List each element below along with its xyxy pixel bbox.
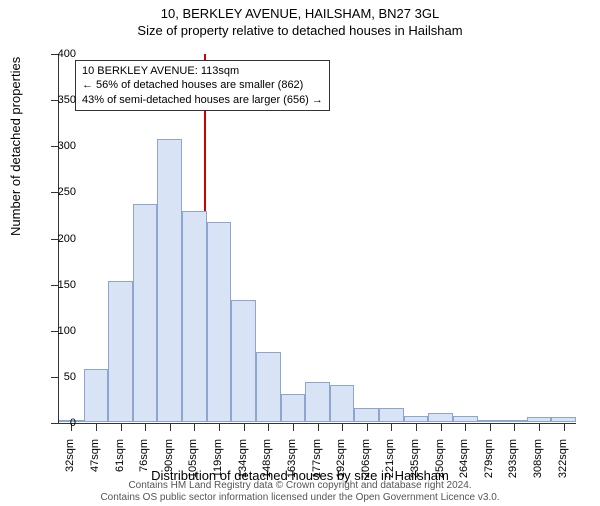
- x-tick: [219, 423, 220, 431]
- x-tick: [367, 423, 368, 431]
- x-tick-label: 279sqm: [483, 439, 495, 489]
- histogram-bar: [133, 204, 158, 422]
- histogram-bar: [157, 139, 182, 422]
- y-axis-label: Number of detached properties: [8, 57, 23, 236]
- x-tick-label: 76sqm: [138, 439, 150, 489]
- y-tick-label: 150: [46, 279, 76, 291]
- x-tick-label: 134sqm: [237, 439, 249, 489]
- histogram-bar: [207, 222, 232, 422]
- y-tick-label: 400: [46, 48, 76, 60]
- x-tick: [490, 423, 491, 431]
- x-tick-label: 192sqm: [335, 439, 347, 489]
- x-tick: [194, 423, 195, 431]
- y-tick-label: 300: [46, 140, 76, 152]
- y-tick-label: 200: [46, 233, 76, 245]
- x-tick: [170, 423, 171, 431]
- y-tick-label: 50: [46, 371, 76, 383]
- histogram-bar: [354, 408, 379, 422]
- x-tick-label: 206sqm: [360, 439, 372, 489]
- x-tick: [539, 423, 540, 431]
- x-tick-label: 235sqm: [409, 439, 421, 489]
- info-box-line: 43% of semi-detached houses are larger (…: [82, 93, 323, 107]
- histogram-bar: [478, 420, 503, 422]
- x-tick-label: 32sqm: [64, 439, 76, 489]
- x-tick: [145, 423, 146, 431]
- info-box: 10 BERKLEY AVENUE: 113sqm← 56% of detach…: [75, 60, 330, 111]
- histogram-bar: [108, 281, 133, 422]
- histogram-bar: [551, 417, 576, 422]
- x-tick-label: 177sqm: [311, 439, 323, 489]
- x-tick: [416, 423, 417, 431]
- histogram-bar: [305, 382, 330, 422]
- histogram-bar: [330, 385, 355, 422]
- histogram-bar: [231, 300, 256, 422]
- x-tick: [244, 423, 245, 431]
- x-tick: [342, 423, 343, 431]
- histogram-bar: [182, 211, 207, 422]
- x-tick: [514, 423, 515, 431]
- info-box-line: ← 56% of detached houses are smaller (86…: [82, 78, 323, 92]
- x-tick: [318, 423, 319, 431]
- x-tick: [441, 423, 442, 431]
- histogram-bar: [527, 417, 552, 422]
- histogram-bar: [379, 408, 404, 422]
- title-sub: Size of property relative to detached ho…: [0, 23, 600, 38]
- x-tick: [121, 423, 122, 431]
- info-box-line: 10 BERKLEY AVENUE: 113sqm: [82, 64, 323, 78]
- x-tick: [268, 423, 269, 431]
- footer-line-2: Contains OS public sector information li…: [0, 492, 600, 504]
- y-tick-label: 100: [46, 325, 76, 337]
- x-tick-label: 264sqm: [458, 439, 470, 489]
- x-tick: [564, 423, 565, 431]
- y-tick-label: 350: [46, 94, 76, 106]
- histogram-bar: [502, 420, 527, 422]
- x-tick-label: 90sqm: [163, 439, 175, 489]
- x-tick-label: 47sqm: [89, 439, 101, 489]
- x-tick-label: 61sqm: [114, 439, 126, 489]
- histogram-bar: [256, 352, 281, 422]
- histogram-bar: [281, 394, 306, 422]
- x-tick: [96, 423, 97, 431]
- histogram-bar: [404, 416, 429, 422]
- chart-area: 10 BERKLEY AVENUE: 113sqm← 56% of detach…: [58, 54, 576, 424]
- histogram-bar: [84, 369, 109, 422]
- x-tick-label: 322sqm: [557, 439, 569, 489]
- plot-region: 10 BERKLEY AVENUE: 113sqm← 56% of detach…: [58, 54, 576, 424]
- x-tick-label: 119sqm: [212, 439, 224, 489]
- y-tick-label: 0: [46, 417, 76, 429]
- x-tick: [391, 423, 392, 431]
- x-tick-label: 148sqm: [261, 439, 273, 489]
- title-main: 10, BERKLEY AVENUE, HAILSHAM, BN27 3GL: [0, 6, 600, 21]
- x-tick-label: 163sqm: [286, 439, 298, 489]
- x-tick-label: 105sqm: [187, 439, 199, 489]
- x-tick-label: 250sqm: [434, 439, 446, 489]
- histogram-bar: [453, 416, 478, 422]
- x-tick: [293, 423, 294, 431]
- x-tick: [465, 423, 466, 431]
- x-tick-label: 293sqm: [507, 439, 519, 489]
- x-tick-label: 308sqm: [532, 439, 544, 489]
- y-tick-label: 250: [46, 186, 76, 198]
- x-tick-label: 221sqm: [384, 439, 396, 489]
- histogram-bar: [428, 413, 453, 422]
